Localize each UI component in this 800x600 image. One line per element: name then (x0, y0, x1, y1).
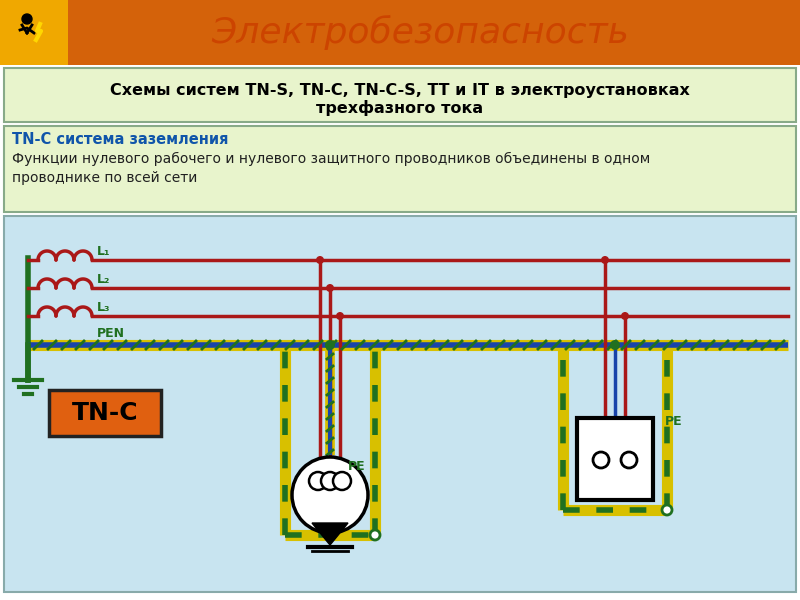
Circle shape (292, 457, 368, 533)
Circle shape (370, 530, 380, 540)
Bar (0, 0, 800, 65)
Circle shape (326, 284, 334, 292)
Bar (4, 216, 796, 592)
Text: Электробезопасность: Электробезопасность (211, 14, 629, 50)
Circle shape (662, 505, 672, 515)
Circle shape (593, 452, 609, 468)
Circle shape (309, 472, 327, 490)
Circle shape (333, 472, 351, 490)
Circle shape (601, 256, 609, 264)
Circle shape (22, 14, 32, 24)
Text: Функции нулевого рабочего и нулевого защитного проводников объединены в одном: Функции нулевого рабочего и нулевого защ… (12, 152, 650, 166)
Text: PE: PE (348, 460, 366, 473)
Circle shape (325, 340, 335, 350)
Circle shape (621, 452, 637, 468)
Circle shape (610, 340, 620, 350)
Text: трехфазного тока: трехфазного тока (317, 100, 483, 116)
Bar (0, 0, 68, 65)
Bar (577, 418, 653, 500)
Circle shape (321, 472, 339, 490)
Text: TN-C система заземления: TN-C система заземления (12, 133, 229, 148)
Bar (4, 126, 796, 212)
Text: L₁: L₁ (97, 245, 110, 258)
Circle shape (621, 312, 629, 320)
Text: PEN: PEN (97, 327, 125, 340)
Circle shape (316, 256, 324, 264)
Text: Схемы систем TN-S, TN-C, TN-C-S, ТТ и IT в электроустановках: Схемы систем TN-S, TN-C, TN-C-S, ТТ и IT… (110, 82, 690, 97)
Polygon shape (312, 523, 348, 545)
Text: L₂: L₂ (97, 273, 110, 286)
Circle shape (336, 312, 344, 320)
Text: проводнике по всей сети: проводнике по всей сети (12, 171, 198, 185)
FancyBboxPatch shape (49, 390, 161, 436)
Text: L₃: L₃ (97, 301, 110, 314)
Bar (4, 68, 796, 122)
Text: TN-C: TN-C (72, 401, 138, 425)
Text: PE: PE (665, 415, 682, 428)
